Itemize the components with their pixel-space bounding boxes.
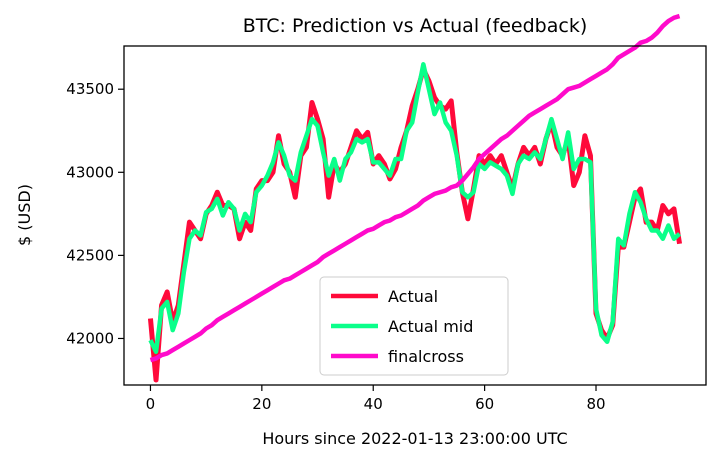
y-tick-label: 42500 [66, 246, 114, 264]
legend-label-2: finalcross [388, 347, 464, 366]
y-tick-label: 42000 [66, 329, 114, 347]
legend-label-1: Actual mid [388, 317, 473, 336]
legend-box [319, 276, 509, 376]
plot-lines [147, 13, 683, 383]
legend-label-0: Actual [388, 287, 438, 306]
series-line-1 [148, 62, 682, 355]
x-tick-label: 20 [252, 395, 271, 413]
chart-title: BTC: Prediction vs Actual (feedback) [243, 15, 588, 37]
x-tick-label: 0 [146, 395, 156, 413]
y-tick-label: 43000 [66, 163, 114, 181]
x-axis-label: Hours since 2022-01-13 23:00:00 UTC [262, 429, 567, 448]
x-tick-label: 60 [475, 395, 494, 413]
plot-frame [123, 45, 707, 386]
y-axis-ticks: 42000 42500 43000 43500 [66, 80, 124, 347]
y-tick-label: 43500 [66, 80, 114, 98]
x-axis-ticks: 0 20 40 60 80 [146, 385, 606, 413]
series-line-2 [149, 13, 681, 363]
x-tick-label: 80 [586, 395, 605, 413]
x-tick-label: 40 [364, 395, 383, 413]
legend: Actual Actual mid finalcross [319, 276, 509, 376]
y-axis-label: $ (USD) [15, 184, 34, 246]
